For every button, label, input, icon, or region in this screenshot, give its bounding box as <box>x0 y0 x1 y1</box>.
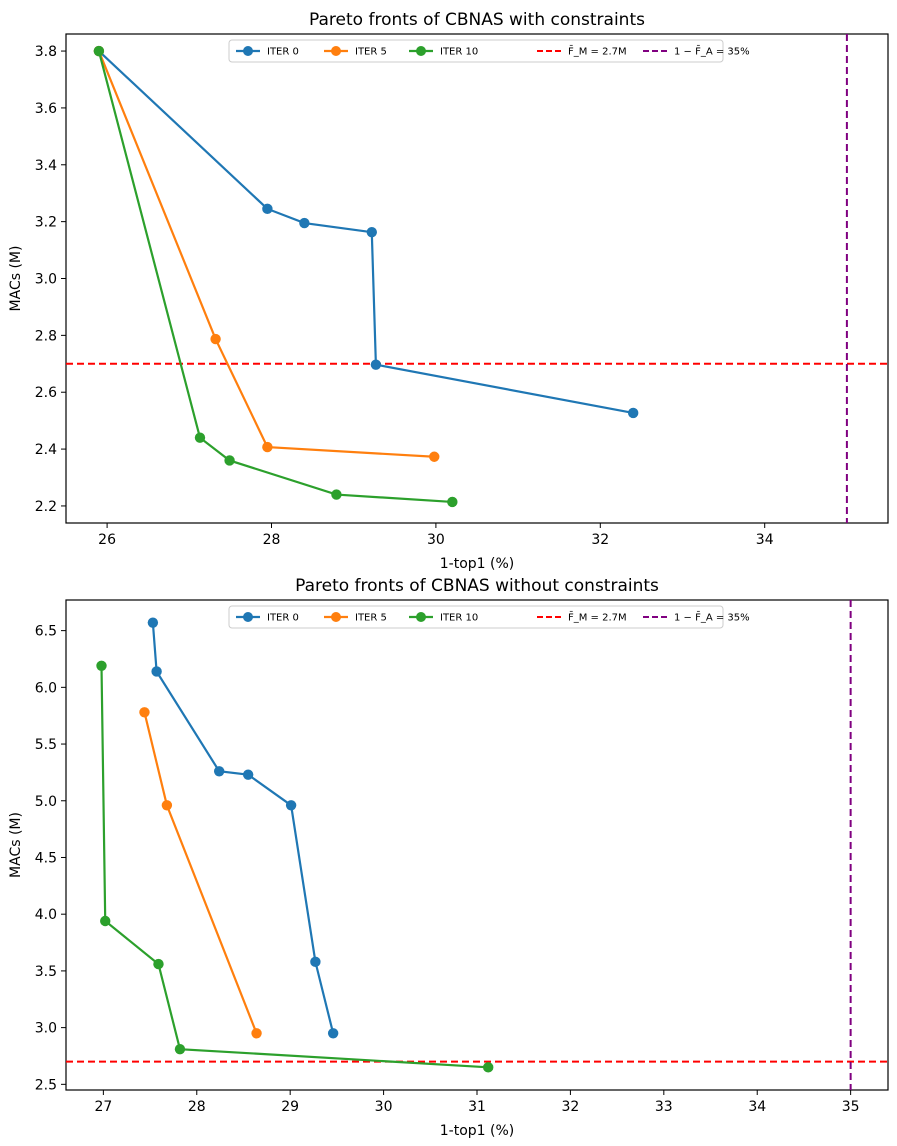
y-tick-label: 3.2 <box>35 215 57 231</box>
y-tick-label: 6.5 <box>35 624 57 640</box>
legend-label: 1 − F̄_A = 35% <box>674 45 750 58</box>
series-point <box>299 217 310 229</box>
legend-label: ITER 5 <box>355 47 387 58</box>
series-point <box>483 1062 494 1073</box>
x-tick-label: 32 <box>591 532 609 548</box>
x-tick-label: 32 <box>561 1099 579 1115</box>
series-point <box>100 915 111 927</box>
x-tick-label: 29 <box>281 1099 299 1115</box>
series-point <box>194 432 206 443</box>
y-tick-label: 4.0 <box>35 907 57 923</box>
series-point <box>370 359 382 370</box>
x-tick-label: 33 <box>655 1099 673 1115</box>
legend-swatch-marker <box>416 46 426 56</box>
x-tick-label: 27 <box>94 1099 112 1115</box>
x-tick-label: 30 <box>375 1099 393 1115</box>
x-tick-label: 28 <box>188 1099 206 1115</box>
y-tick-label: 3.4 <box>35 158 57 174</box>
x-tick-label: 35 <box>842 1099 860 1115</box>
legend-label: ITER 0 <box>267 613 299 624</box>
y-axis-label: MACs (M) <box>8 812 24 878</box>
x-axis-label: 1-top1 (%) <box>440 556 514 572</box>
series-point <box>366 226 377 238</box>
legend-swatch-marker <box>331 46 341 56</box>
series-point <box>224 455 235 466</box>
legend-label: F̄_M = 2.7M <box>568 611 627 624</box>
y-axis-label: MACs (M) <box>8 246 24 312</box>
series-point <box>310 956 321 968</box>
legend-box <box>228 39 724 63</box>
series-point <box>210 333 221 345</box>
x-tick-label: 26 <box>98 532 116 548</box>
legend-swatch-marker <box>331 612 341 622</box>
legend-label: ITER 5 <box>355 613 387 624</box>
y-tick-label: 3.8 <box>35 44 57 60</box>
chart-title: Pareto fronts of CBNAS without constrain… <box>295 576 659 596</box>
series-point <box>242 769 254 780</box>
legend-label: ITER 10 <box>440 47 478 58</box>
series-point <box>627 407 639 419</box>
y-tick-label: 5.5 <box>35 737 57 753</box>
series-point <box>262 203 273 215</box>
axes-frame <box>65 599 889 1091</box>
series-point <box>262 441 273 453</box>
series-point <box>161 800 173 811</box>
series-point <box>96 660 107 671</box>
series-point <box>327 1028 339 1039</box>
x-axis-label: 1-top1 (%) <box>440 1123 514 1139</box>
legend-label: ITER 0 <box>267 47 299 58</box>
legend: ITER 0 ITER 5 ITER 10 F̄_M = 2.7M 1 − F̄_A =… <box>228 39 750 63</box>
chart-1: Pareto fronts of CBNAS without constrain… <box>8 576 889 1139</box>
series-line-2 <box>100 665 489 1069</box>
y-tick-label: 2.8 <box>35 328 57 344</box>
legend-swatch-marker <box>243 46 253 56</box>
x-tick-label: 30 <box>427 532 445 548</box>
legend-label: F̄_M = 2.7M <box>568 45 627 58</box>
chart-0: Pareto fronts of CBNAS with constraints 2… <box>8 10 889 572</box>
legend-swatch-marker <box>416 612 426 622</box>
series-point <box>147 617 159 628</box>
y-tick-label: 2.4 <box>35 442 57 458</box>
series-point <box>153 958 164 970</box>
legend-swatch-marker <box>243 612 253 622</box>
x-tick-label: 34 <box>756 532 774 548</box>
series-point <box>174 1043 186 1055</box>
series-line-1 <box>97 50 435 458</box>
series-point <box>447 496 458 508</box>
y-tick-label: 3.0 <box>35 1021 57 1037</box>
y-tick-label: 3.5 <box>35 964 57 980</box>
x-tick-label: 28 <box>263 532 281 548</box>
y-tick-label: 3.6 <box>35 101 57 117</box>
legend-label: 1 − F̄_A = 35% <box>674 611 750 624</box>
y-tick-label: 4.5 <box>35 850 57 866</box>
chart-title: Pareto fronts of CBNAS with constraints <box>309 10 645 30</box>
series-point <box>213 766 225 777</box>
series-point <box>93 45 105 57</box>
y-tick-label: 2.2 <box>35 499 57 515</box>
x-tick-label: 31 <box>468 1099 486 1115</box>
legend-label: ITER 10 <box>440 613 478 624</box>
series-point <box>331 489 342 500</box>
y-tick-label: 2.5 <box>35 1077 57 1093</box>
series-point <box>139 707 150 718</box>
legend-box <box>228 605 724 629</box>
x-tick-label: 34 <box>748 1099 766 1115</box>
series-line-2 <box>97 50 453 504</box>
series-line-0 <box>151 622 335 1034</box>
y-tick-label: 5.0 <box>35 794 57 810</box>
series-point <box>251 1028 262 1039</box>
y-tick-label: 3.0 <box>35 272 57 288</box>
series-point <box>429 451 440 462</box>
legend: ITER 0 ITER 5 ITER 10 F̄_M = 2.7M 1 − F̄_A =… <box>228 605 750 629</box>
series-line-0 <box>98 50 634 415</box>
series-line-1 <box>143 712 258 1034</box>
series-point <box>285 800 297 811</box>
axes-frame <box>65 33 889 524</box>
series-point <box>151 666 162 677</box>
y-tick-label: 6.0 <box>35 680 57 696</box>
y-tick-label: 2.6 <box>35 385 57 401</box>
